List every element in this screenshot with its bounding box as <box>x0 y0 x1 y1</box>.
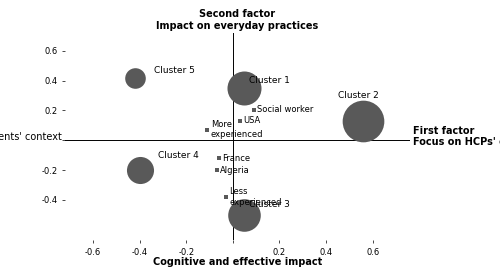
Point <box>240 213 248 217</box>
Point <box>222 195 230 199</box>
Text: Cluster 4: Cluster 4 <box>158 151 199 160</box>
Point <box>203 127 211 132</box>
Point <box>215 156 223 160</box>
Point <box>136 168 143 172</box>
Text: First factor
Focus on HCPs' context: First factor Focus on HCPs' context <box>414 126 500 147</box>
Text: Cognitive and effective impact: Cognitive and effective impact <box>153 257 322 267</box>
Point <box>240 86 248 90</box>
Point <box>360 119 368 123</box>
Text: Social worker: Social worker <box>258 105 314 114</box>
Point <box>250 108 258 112</box>
Point <box>212 168 220 172</box>
Text: Cluster 3: Cluster 3 <box>249 200 290 209</box>
Text: Cluster 5: Cluster 5 <box>154 66 194 75</box>
Text: Cluster 2: Cluster 2 <box>338 91 378 100</box>
Point <box>131 75 139 80</box>
Text: Focus on patients' context: Focus on patients' context <box>0 132 62 141</box>
Text: France: France <box>222 154 250 163</box>
Text: Algeria: Algeria <box>220 166 250 175</box>
Text: Cluster 1: Cluster 1 <box>249 76 290 85</box>
Text: Less
experienced: Less experienced <box>230 187 282 207</box>
Text: Second factor
Impact on everyday practices: Second factor Impact on everyday practic… <box>156 9 318 31</box>
Text: USA: USA <box>244 116 260 125</box>
Point <box>236 119 244 123</box>
Text: More
experienced: More experienced <box>210 120 263 140</box>
